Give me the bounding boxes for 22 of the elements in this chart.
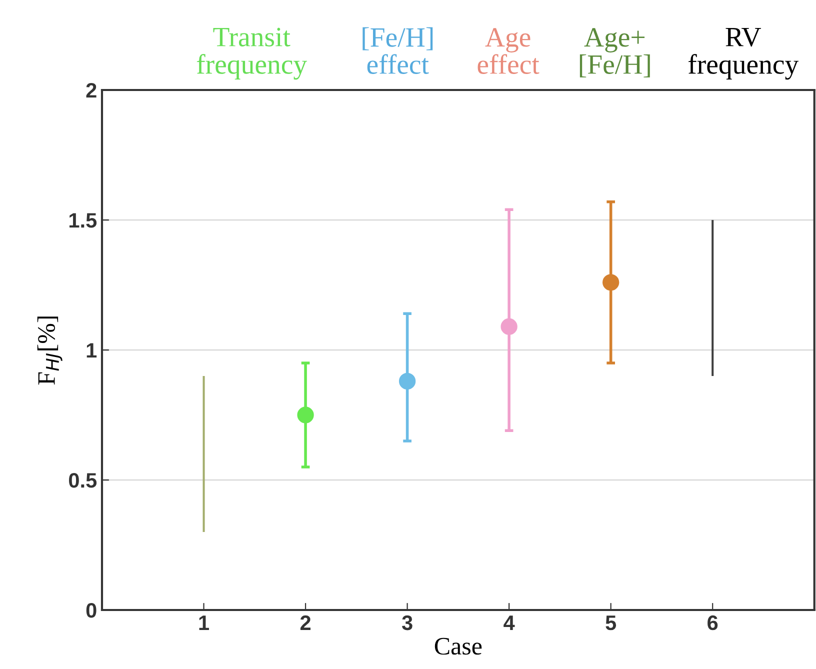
point [602,274,620,291]
point [398,372,416,390]
x-tick-label: 5 [606,616,616,630]
text: Age+ [Fe/H] [580,28,650,78]
y-tick-label: 2 [86,83,96,98]
point [297,406,314,424]
y-tick-label: 1.5 [69,213,97,228]
text: Age effect [478,28,540,74]
y-tick-label: 1 [86,343,97,358]
x-tick-label: 1 [199,616,209,630]
x-axis-title: Case [434,638,482,655]
text: RV frequency [688,28,799,80]
x-tick-label: 3 [402,615,412,630]
y-tick-label: 0 [86,603,96,618]
x-tick-label: 2 [300,615,310,630]
text: Transit frequency [196,28,308,80]
y-tick-label: 0.5 [69,473,97,488]
text: [Fe/H] effect [362,27,433,74]
x-tick-label: 6 [708,615,718,630]
y-axis-title: F$_{HJ}$[%] [37,316,62,385]
x-tick-label: 4 [504,616,515,630]
point [500,318,518,335]
